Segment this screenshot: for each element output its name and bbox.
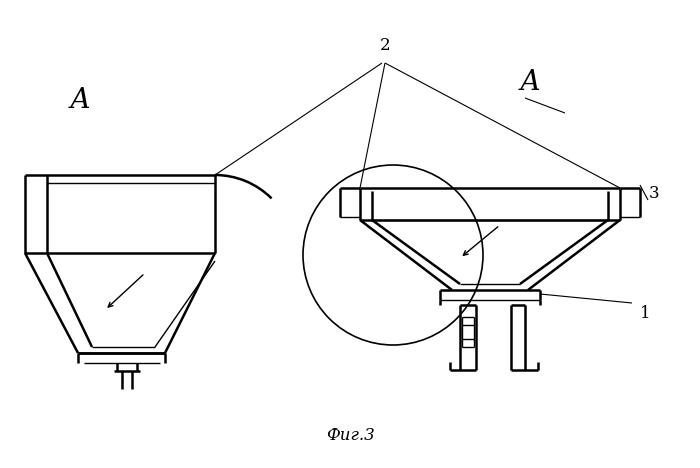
Text: 2: 2 [379,37,391,53]
Text: 3: 3 [649,184,659,202]
Text: 1: 1 [640,305,650,322]
Text: А: А [69,87,90,114]
Text: А: А [519,70,540,96]
Text: Фиг.3: Фиг.3 [326,427,374,445]
